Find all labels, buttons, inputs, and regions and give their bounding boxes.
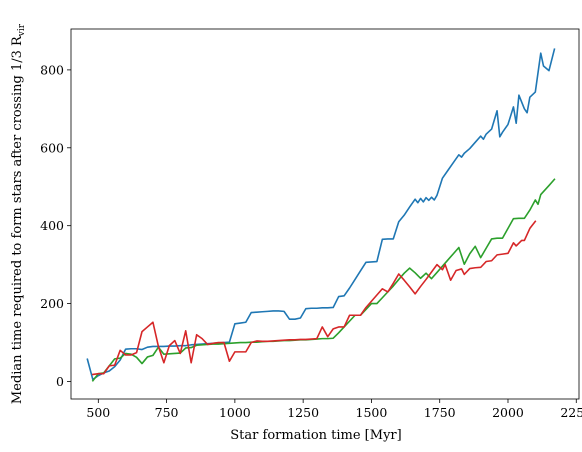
x-tick-label: 1750: [424, 405, 456, 420]
y-axis-label-main: Median time required to form stars after…: [10, 35, 25, 404]
series-line-2: [91, 178, 556, 382]
x-axis-label: Star formation time [Myr]: [230, 428, 401, 443]
plot-frame: [70, 28, 580, 400]
plot-lines: [86, 48, 556, 382]
y-tick-label: 0: [56, 374, 64, 389]
y-axis: 0 200 400 600 800: [40, 62, 71, 389]
series-line-3: [91, 220, 537, 376]
x-tick-label: 750: [155, 405, 179, 420]
y-axis-label-subscript: vir: [17, 23, 27, 37]
x-tick-label: 500: [86, 405, 110, 420]
y-axis-label: Median time required to form stars after…: [10, 23, 27, 404]
y-tick-label: 800: [40, 62, 64, 77]
x-tick-label: 1250: [287, 405, 319, 420]
y-tick-label: 200: [40, 296, 64, 311]
x-tick-label: 2000: [492, 405, 524, 420]
series-line-1: [86, 48, 556, 381]
x-tick-label: 1000: [219, 405, 251, 420]
y-tick-label: 600: [40, 140, 64, 155]
y-tick-label: 400: [40, 218, 64, 233]
x-tick-label: 1500: [356, 405, 388, 420]
